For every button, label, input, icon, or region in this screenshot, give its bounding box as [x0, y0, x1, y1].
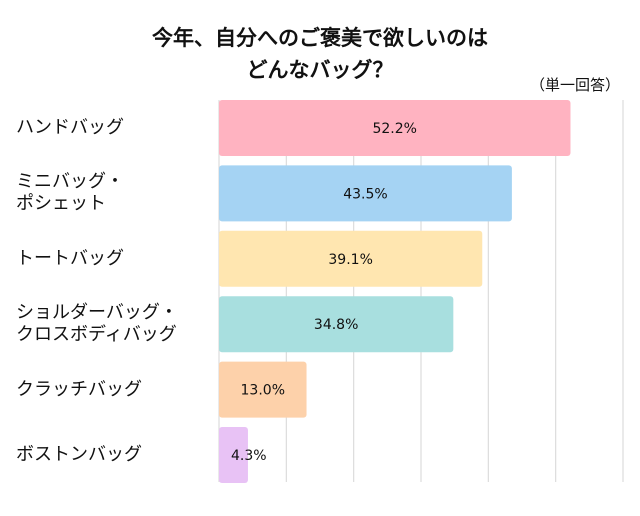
category-label: トートバッグ	[16, 248, 124, 270]
category-label-line: クロスボディバッグ	[16, 324, 177, 346]
data-label: 43.5%	[343, 186, 387, 202]
category-label: クラッチバッグ	[16, 379, 142, 401]
category-label-line: ポシェット	[16, 193, 106, 215]
category-label-line: トートバッグ	[16, 247, 124, 269]
chart-title-line-1: 今年、自分へのご褒美で欲しいのは	[152, 26, 488, 50]
bar	[219, 361, 307, 418]
chart-title-line-2: どんなバッグ？	[246, 58, 394, 82]
category-label-line: ボストンバッグ	[16, 444, 142, 465]
data-label: 13.0%	[241, 383, 285, 399]
category-label-line: クラッチバッグ	[16, 378, 142, 400]
bar	[219, 100, 571, 156]
chart-title: 今年、自分へのご褒美で欲しいのは どんなバッグ？	[0, 22, 640, 86]
answer-type-note: （単一回答）	[529, 76, 620, 94]
bar	[219, 165, 512, 222]
category-label-line: ハンドバッグ	[16, 117, 124, 138]
data-label: 39.1%	[328, 252, 372, 268]
category-label: ミニバッグ・ ポシェット	[16, 171, 124, 215]
category-label: ボストンバッグ	[16, 444, 142, 466]
bar	[219, 296, 454, 353]
category-label: ハンドバッグ	[16, 117, 124, 139]
category-label: ショルダーバッグ・ クロスボディバッグ	[16, 302, 178, 346]
category-label-line: ミニバッグ・	[16, 171, 124, 193]
data-label: 4.3%	[231, 448, 267, 464]
data-label: 34.8%	[314, 317, 358, 333]
data-label: 52.2%	[372, 121, 416, 137]
bar	[219, 230, 483, 287]
bar	[219, 427, 248, 483]
category-label-line: ショルダーバッグ・	[16, 302, 178, 324]
